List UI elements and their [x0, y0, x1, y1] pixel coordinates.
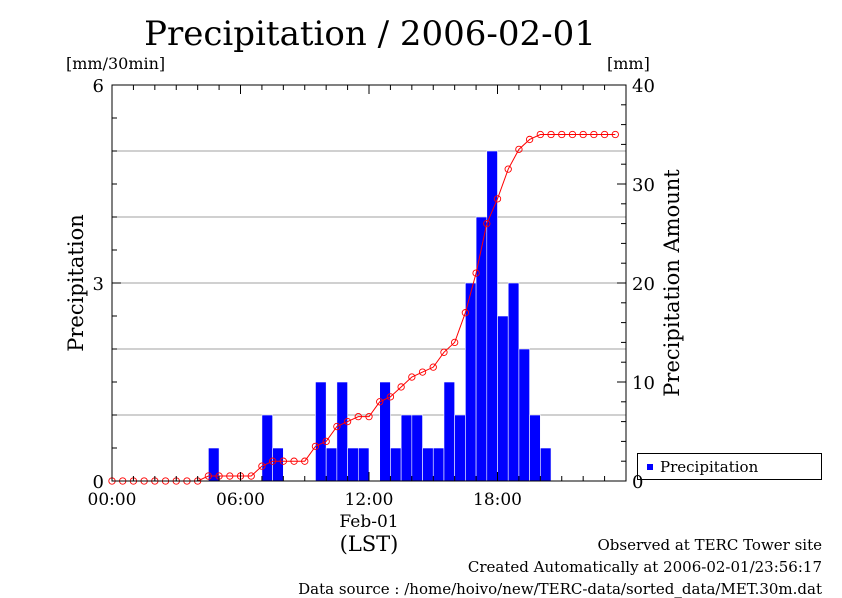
cumulative-point [515, 145, 523, 154]
left-axis-unit: [mm/30min] [66, 54, 166, 73]
precipitation-bar [379, 381, 391, 482]
cumulative-point [247, 472, 255, 480]
precipitation-bar [272, 447, 284, 482]
precipitation-bar [486, 150, 498, 482]
cumulative-point [290, 457, 298, 465]
y-right-tick-label: 0 [632, 472, 643, 493]
precipitation-bar [390, 447, 402, 482]
tick-labels: 00:00 06:00 12:00 18:00 0 3 6 0 10 20 30 40 [88, 76, 655, 510]
footer-site: Observed at TERC Tower site [597, 536, 822, 554]
x-axis-timezone-label: (LST) [339, 532, 399, 556]
cumulative-point [322, 437, 330, 446]
y-left-tick-label: 0 [93, 472, 104, 493]
cumulative-point [600, 130, 609, 139]
cumulative-point [365, 412, 373, 421]
x-tick-label: 00:00 [88, 490, 137, 510]
cumulative-point [451, 338, 459, 347]
precipitation-bar [497, 315, 509, 482]
cumulative-point [472, 269, 480, 277]
precipitation-bar [432, 447, 445, 482]
cumulative-point [568, 130, 577, 139]
cumulative-point [279, 457, 287, 465]
y-right-tick-label: 10 [632, 373, 655, 394]
precipitation-bar [261, 414, 273, 482]
grid-lines [112, 150, 626, 416]
right-axis-unit: [mm] [607, 54, 650, 73]
y-left-tick-label: 6 [93, 76, 104, 97]
precipitation-bar [400, 414, 413, 482]
cumulative-point [301, 457, 309, 465]
cumulative-point [483, 219, 491, 228]
cumulative-point [461, 309, 470, 317]
precipitation-bar [475, 216, 488, 482]
cumulative-point [493, 195, 502, 203]
cumulative-point [429, 363, 437, 371]
y-left-tick-label: 3 [93, 274, 104, 295]
x-axis-date-label: Feb-01 [339, 512, 399, 532]
cumulative-point [525, 135, 534, 144]
precipitation-bar [357, 447, 370, 482]
cumulative-point [536, 130, 544, 139]
cumulative-point [311, 442, 320, 450]
precipitation-bar [422, 447, 434, 482]
cumulative-point [258, 462, 266, 470]
cumulative-point [343, 417, 352, 426]
precipitation-bar [411, 414, 423, 482]
axes [111, 84, 627, 482]
precipitation-bar [347, 447, 359, 482]
y-right-tick-label: 20 [632, 274, 655, 295]
x-tick-label: 18:00 [473, 490, 522, 510]
footer-created: Created Automatically at 2006-02-01/23:5… [467, 558, 822, 576]
precipitation-bar [315, 381, 327, 482]
precipitation-bars [208, 150, 552, 482]
precipitation-bar [443, 381, 455, 482]
cumulative-point [226, 472, 234, 480]
cumulative-point [333, 422, 341, 431]
precipitation-bar [336, 381, 348, 482]
x-tick-label: 06:00 [216, 490, 265, 510]
cumulative-point [504, 165, 512, 173]
cumulative-point [354, 412, 362, 421]
cumulative-point [579, 130, 587, 139]
x-tick-label: 12:00 [345, 490, 394, 510]
cumulative-point [440, 348, 448, 356]
footer-source: Data source : /home/hoivo/new/TERC-data/… [298, 580, 822, 598]
precipitation-bar [465, 282, 477, 482]
legend: Precipitation [637, 453, 822, 480]
precipitation-bar [325, 447, 338, 482]
precipitation-bar [454, 414, 466, 482]
precipitation-bar [540, 447, 552, 482]
cumulative-point [590, 130, 598, 139]
precipitation-bar [529, 414, 541, 482]
cumulative-point [611, 130, 619, 139]
cumulative-point [418, 368, 427, 376]
cumulative-point [397, 383, 405, 391]
cumulative-point [558, 130, 566, 139]
cumulative-point [204, 472, 213, 480]
cumulative-point [268, 457, 277, 465]
y-right-tick-label: 40 [632, 76, 655, 97]
cumulative-point [408, 373, 416, 381]
cumulative-point [376, 398, 384, 406]
chart-title: Precipitation / 2006-02-01 [144, 14, 596, 54]
y-right-tick-label: 30 [632, 175, 655, 196]
cumulative-line [108, 130, 619, 485]
legend-swatch [647, 464, 653, 470]
cumulative-point [547, 130, 555, 139]
precipitation-bar [507, 282, 520, 482]
legend-label: Precipitation [660, 458, 759, 476]
precipitation-bar [518, 348, 530, 482]
cumulative-point [386, 393, 395, 401]
